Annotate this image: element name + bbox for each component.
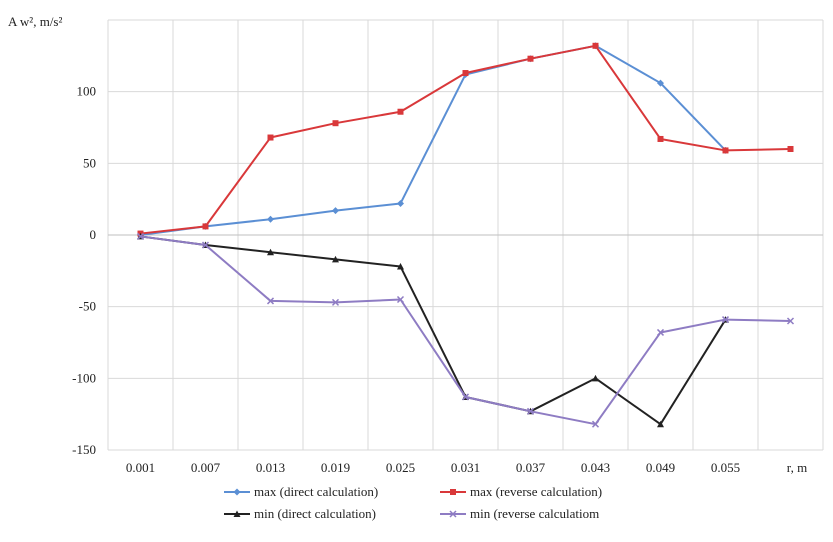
grid [107,19,824,451]
y-tick-label: 50 [83,155,96,170]
x-tick-label: 0.031 [451,460,480,475]
data-point [267,134,274,141]
x-tick-labels: 0.001 0.007 0.013 0.019 0.025 0.031 0.037 0.043… [126,460,740,475]
x-tick-label: 0.055 [711,460,740,475]
data-point [462,70,469,77]
legend-swatch-marker [450,489,456,495]
legend-label: max (direct calculation) [254,484,378,499]
data-point [591,420,600,428]
data-point [397,108,404,115]
y-tick-label: 0 [90,227,97,242]
x-tick-label: 0.013 [256,460,285,475]
data-point [396,295,405,304]
legend-item: max (direct calculation) [224,484,378,499]
x-tick-label: 0.025 [386,460,415,475]
series-line [140,235,727,426]
legend-swatch-marker [449,510,457,518]
data-point [721,316,730,324]
legend-label: min (direct calculation) [254,506,376,521]
data-point [722,147,729,154]
y-tick-label: 100 [77,84,97,99]
legend-item: min (reverse calculatiom [440,506,599,521]
data-point [397,199,404,207]
legend-label: max (reverse calculation) [470,484,602,499]
y-tick-label: -50 [79,299,96,314]
y-tick-label: -150 [72,442,96,457]
x-tick-label: 0.043 [581,460,610,475]
data-point [592,374,599,382]
data-point [527,55,534,62]
y-tick-label: -100 [72,370,96,385]
data-point [786,317,795,325]
legend-swatch-marker [233,488,241,496]
series-line [140,44,727,236]
legend-swatch-marker [233,510,241,517]
x-tick-label: 0.049 [646,460,675,475]
data-point [657,420,664,428]
data-point [332,255,339,263]
legend-item: min (direct calculation) [224,506,376,521]
y-tick-labels: -150 -100 -50 0 50 100 [72,84,96,457]
data-point [266,297,275,305]
data-point [136,232,145,240]
data-point [201,241,210,249]
x-tick-label: 0.001 [126,460,155,475]
data-point [397,263,404,270]
data-point [267,248,274,256]
data-point [332,120,339,127]
data-point [331,298,340,306]
data-point [656,328,665,336]
data-point [787,146,794,152]
data-point [461,393,470,401]
series-max-reverse-calculation [137,42,794,237]
x-tick-label: 0.019 [321,460,350,475]
y-axis-title: A w², m/s² [8,14,62,29]
x-axis-title: r, m [787,460,807,475]
data-point [202,223,209,230]
series-min-reverse-calculatiom [136,232,795,428]
data-point [657,79,664,87]
series-group [136,42,795,428]
legend: max (direct calculation) max (reverse cal… [224,484,602,521]
data-point [332,207,339,215]
data-point [267,215,274,223]
x-tick-label: 0.037 [516,460,546,475]
x-tick-label: 0.007 [191,460,221,475]
data-point [657,135,664,142]
legend-label: min (reverse calculatiom [470,506,599,521]
legend-item: max (reverse calculation) [440,484,602,499]
data-point [526,407,535,415]
data-point [592,42,599,49]
